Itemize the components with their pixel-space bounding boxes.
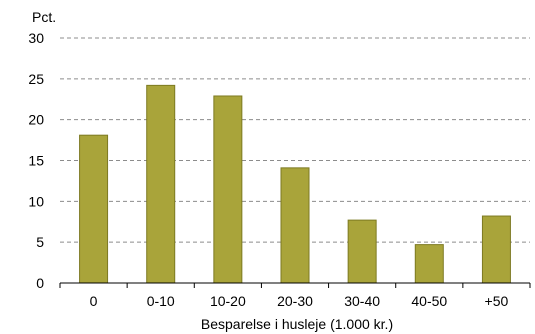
x-tick-label: 30-40 (344, 293, 380, 309)
x-axis-title: Besparelse i husleje (1.000 kr.) (201, 316, 393, 332)
bar-20-30 (280, 167, 310, 284)
y-tick-label: 25 (28, 71, 44, 87)
x-axis-ticks: 0 0-10 10-20 20-30 30-40 40-50 +50 (59, 283, 531, 309)
bars (79, 84, 511, 284)
y-tick-label: 0 (36, 275, 44, 291)
x-tick-label: 0-10 (147, 293, 175, 309)
x-tick-label: +50 (485, 293, 509, 309)
y-axis-ticks: 0 5 10 15 20 25 30 (28, 30, 44, 291)
x-tick-label: 10-20 (210, 293, 246, 309)
bar-0-10 (146, 84, 176, 284)
bar-30-40 (347, 219, 377, 284)
y-axis-title: Pct. (32, 9, 56, 25)
y-tick-label: 15 (28, 153, 44, 169)
y-tick-label: 30 (28, 30, 44, 46)
y-tick-label: 20 (28, 112, 44, 128)
bar-0 (79, 134, 109, 284)
y-tick-label: 10 (28, 193, 44, 209)
y-tick-label: 5 (36, 234, 44, 250)
bar-40-50 (414, 244, 444, 284)
x-tick-label: 40-50 (411, 293, 447, 309)
x-tick-label: 0 (90, 293, 98, 309)
x-tick-label: 20-30 (277, 293, 313, 309)
bar-+50 (481, 215, 511, 284)
bar-10-20 (213, 95, 243, 284)
